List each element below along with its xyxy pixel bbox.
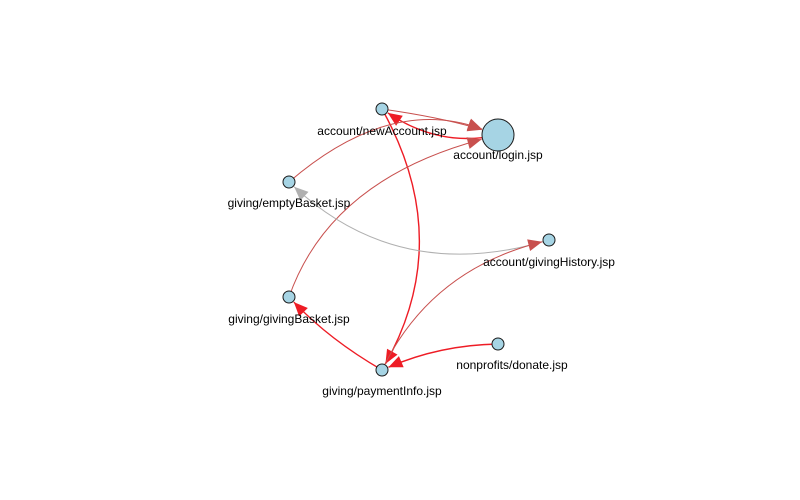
edge-givingBasket-to-login — [288, 138, 482, 298]
node-label-givingHistory: account/givingHistory.jsp — [483, 255, 615, 269]
arrowhead-emptyBasket-to-login — [466, 118, 483, 130]
arrowhead-newAccount-to-paymentInfo — [385, 348, 398, 364]
node-label-newAccount: account/newAccount.jsp — [317, 124, 447, 138]
arrowhead-givingHistory-to-emptyBasket — [294, 186, 309, 201]
labels-layer: account/newAccount.jsp account/login.jsp g… — [228, 124, 616, 398]
edge-paymentInfo-to-givingHistory — [381, 241, 543, 371]
arrowhead-paymentInfo-to-givingHistory — [527, 239, 543, 251]
node-newAccount — [375, 102, 389, 116]
node-label-login: account/login.jsp — [453, 148, 543, 162]
node-label-donate: nonprofits/donate.jsp — [456, 358, 568, 372]
node-givingHistory — [542, 233, 556, 247]
arrowhead-givingBasket-to-login — [466, 137, 482, 149]
node-paymentInfo — [375, 363, 389, 377]
node-emptyBasket — [282, 175, 296, 189]
arrowhead-paymentInfo-to-givingBasket — [293, 302, 308, 317]
nodes-layer — [282, 102, 556, 377]
node-label-emptyBasket: giving/emptyBasket.jsp — [228, 196, 351, 210]
node-givingBasket — [282, 290, 296, 304]
arrowhead-donate-to-paymentInfo — [388, 356, 404, 368]
node-login — [481, 118, 515, 152]
node-label-givingBasket: giving/givingBasket.jsp — [228, 312, 350, 326]
edge-givingHistory-to-emptyBasket — [293, 186, 550, 255]
edge-newAccount-to-paymentInfo — [381, 108, 421, 365]
node-label-paymentInfo: giving/paymentInfo.jsp — [322, 384, 442, 398]
node-donate — [491, 337, 505, 351]
arrowhead-login-to-newAccount — [387, 112, 403, 126]
edges-layer — [288, 108, 550, 371]
edge-emptyBasket-to-login — [288, 119, 483, 183]
